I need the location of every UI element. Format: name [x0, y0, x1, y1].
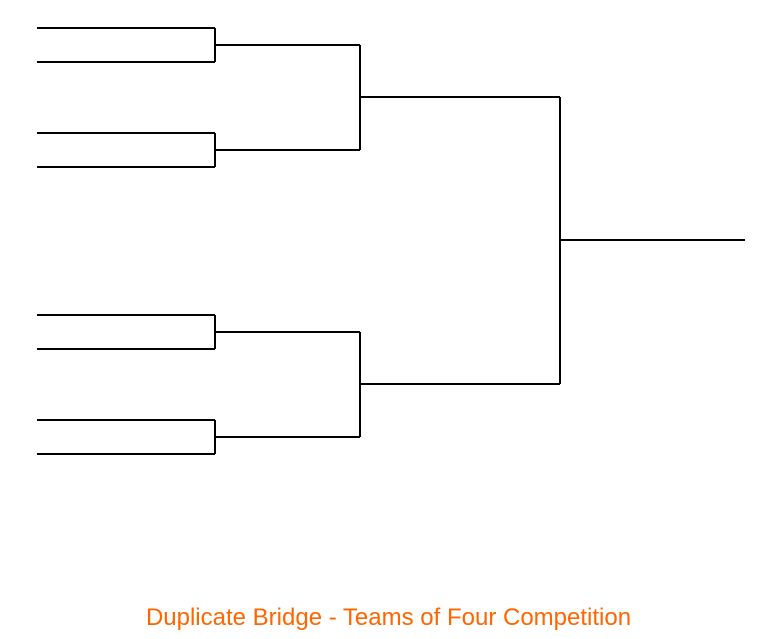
caption: Duplicate Bridge - Teams of Four Competi…	[0, 604, 777, 632]
bracket-diagram	[0, 0, 777, 639]
